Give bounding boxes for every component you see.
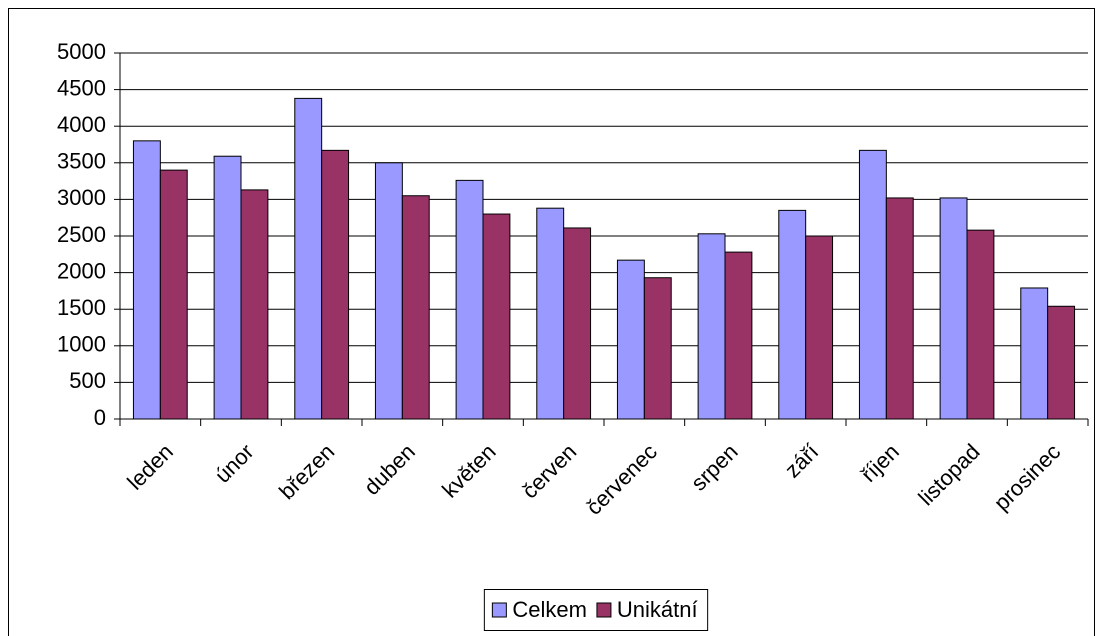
bar	[724, 251, 753, 420]
bar	[401, 195, 430, 420]
bar	[778, 209, 807, 420]
y-tick-label: 5000	[57, 39, 106, 64]
y-tick-label: 0	[94, 405, 106, 430]
bar	[321, 149, 350, 420]
legend-swatch	[491, 602, 507, 618]
y-tick-label: 2500	[57, 222, 106, 247]
bar	[805, 235, 834, 420]
bar	[858, 149, 887, 420]
y-tick-label: 1500	[57, 295, 106, 320]
bar	[213, 155, 242, 420]
legend-label: Unikátní	[617, 597, 698, 622]
bar	[536, 207, 565, 420]
y-tick-label: 4500	[57, 75, 106, 100]
y-tick-label: 3000	[57, 185, 106, 210]
bar	[643, 277, 672, 420]
y-tick-label: 4000	[57, 112, 106, 137]
bar	[966, 229, 995, 420]
bar	[455, 179, 484, 420]
legend-swatch	[596, 602, 612, 618]
legend: Celkem Unikátní	[483, 589, 709, 631]
y-tick-label: 2000	[57, 258, 106, 283]
bar	[482, 213, 511, 420]
y-tick-label: 1000	[57, 332, 106, 357]
bar	[374, 162, 403, 420]
bar	[294, 97, 323, 420]
bar	[885, 197, 914, 420]
bar	[1047, 305, 1076, 420]
bar	[697, 233, 726, 420]
bar	[1020, 287, 1049, 420]
bar	[132, 140, 161, 420]
y-tick-label: 3500	[57, 149, 106, 174]
legend-box	[483, 589, 709, 631]
bar	[159, 169, 188, 420]
bar	[240, 189, 269, 420]
y-tick-label: 500	[69, 368, 106, 393]
bar	[616, 259, 645, 420]
bar	[939, 197, 968, 420]
bar	[563, 227, 592, 420]
legend-label: Celkem	[512, 597, 587, 622]
